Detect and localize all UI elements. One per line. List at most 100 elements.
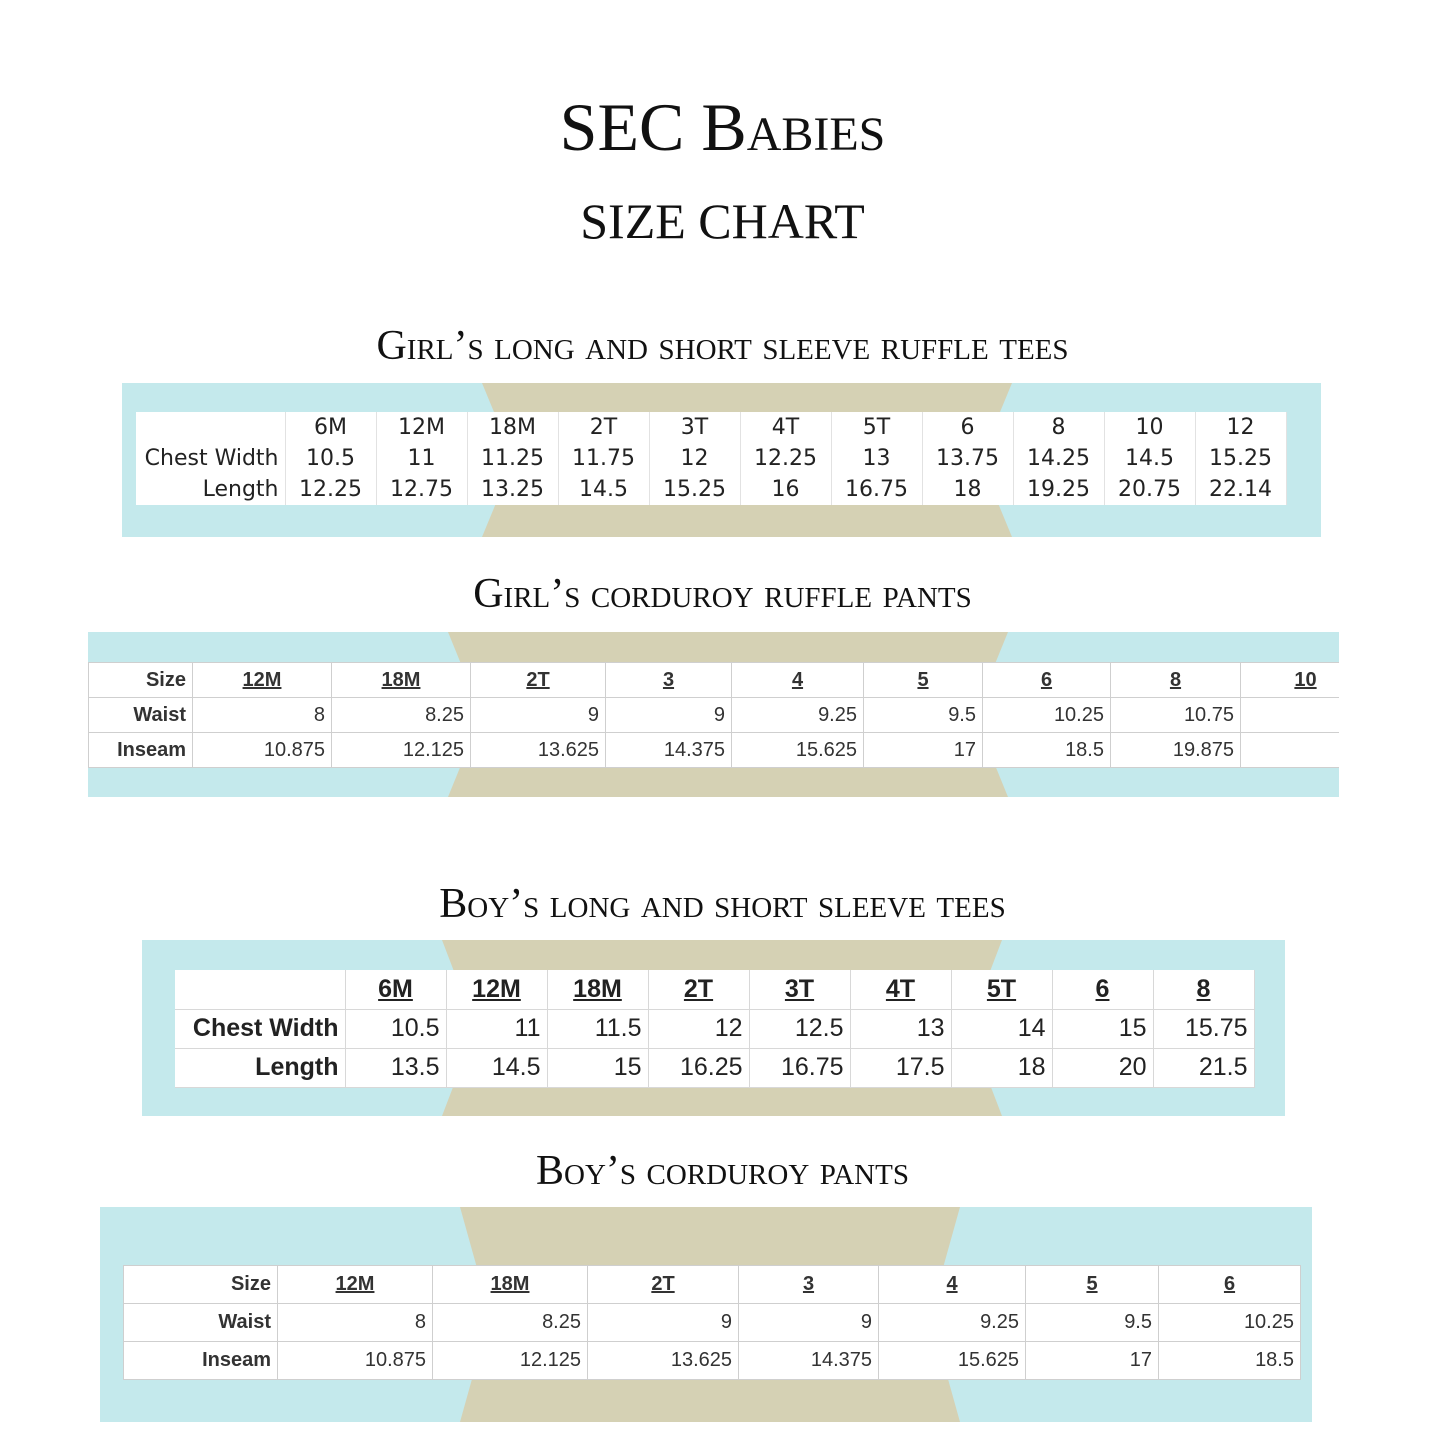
- measure-row: Chest Width 10.5 11 11.5 12 12.5 13 14 15 15.75: [175, 1009, 1255, 1049]
- table-background: 6M 12M 18M 2T 3T 4T 5T 6 8 10 12 Chest Width 10.5 11 1…: [122, 383, 1321, 537]
- size-header: 12M: [446, 970, 548, 1010]
- measure-cell: 12.25: [285, 474, 377, 505]
- size-header: 6: [1052, 970, 1154, 1010]
- size-header: 10: [1104, 412, 1196, 443]
- measure-cell: 12: [648, 1009, 750, 1049]
- size-header: 3T: [649, 412, 741, 443]
- measure-cell: 12: [649, 443, 741, 474]
- measure-cell: 14.5: [446, 1048, 548, 1088]
- measure-cell: 21.5: [1153, 1048, 1255, 1088]
- measure-cell: 17: [863, 732, 983, 768]
- size-table: 6M 12M 18M 2T 3T 4T 5T 6 8 Chest Width 10.5 11 11.5 1…: [175, 970, 1255, 1088]
- size-header: 3T: [749, 970, 851, 1010]
- measure-cell: 15.75: [1153, 1009, 1255, 1049]
- measure-cell: 15.625: [878, 1341, 1026, 1380]
- size-table: 6M 12M 18M 2T 3T 4T 5T 6 8 10 12 Chest Width 10.5 11 1…: [136, 412, 1287, 505]
- measure-cell: 18.5: [1158, 1341, 1301, 1380]
- measure-cell: 10.75: [1110, 697, 1241, 733]
- measure-cell: 12.75: [376, 474, 468, 505]
- measure-cell: 10.5: [345, 1009, 447, 1049]
- measure-cell: 11.5: [547, 1009, 649, 1049]
- measure-cell: 9.5: [1025, 1303, 1159, 1342]
- measure-cell: 9: [587, 1303, 739, 1342]
- measure-cell: 8.25: [331, 697, 471, 733]
- size-header: 6: [922, 412, 1014, 443]
- table-background: Size 12M 18M 2T 3 4 5 6 Waist 8 8.25 9 9 9.25 9.5 10.25…: [100, 1207, 1312, 1422]
- corner-cell: [136, 412, 286, 443]
- table-background: Size 12M 18M 2T 3 4 5 6 8 10 Waist 8 8.25 9 9 9.25 9.5 10…: [88, 632, 1339, 797]
- measure-cell: 15.25: [649, 474, 741, 505]
- size-header: 8: [1110, 662, 1241, 698]
- measure-cell: 14.5: [558, 474, 650, 505]
- measure-cell: 12.125: [331, 732, 471, 768]
- measure-row: Inseam 10.875 12.125 13.625 14.375 15.625 17 18…: [123, 1341, 1301, 1380]
- measure-cell: 9.5: [863, 697, 983, 733]
- size-table: Size 12M 18M 2T 3 4 5 6 Waist 8 8.25 9 9 9.25 9.5 10.25…: [123, 1265, 1301, 1380]
- measure-cell: 10.875: [192, 732, 332, 768]
- measure-cell: 12.125: [432, 1341, 588, 1380]
- measure-cell: 14.25: [1013, 443, 1105, 474]
- measure-cell: 16.25: [648, 1048, 750, 1088]
- row-label: Waist: [123, 1303, 278, 1342]
- header-row: Size 12M 18M 2T 3 4 5 6 8 10: [88, 662, 1339, 698]
- size-header: 6M: [345, 970, 447, 1010]
- measure-cell: 15: [1052, 1009, 1154, 1049]
- size-header: 12M: [277, 1265, 433, 1304]
- measure-cell: 20.75: [1104, 474, 1196, 505]
- measure-cell: 16: [740, 474, 832, 505]
- measure-cell: 13.625: [470, 732, 606, 768]
- measure-cell: 15.25: [1195, 443, 1287, 474]
- measure-cell: 8: [192, 697, 332, 733]
- measure-cell: 13.625: [587, 1341, 739, 1380]
- size-header: 2T: [558, 412, 650, 443]
- size-header: 12M: [376, 412, 468, 443]
- measure-cell: 1: [1240, 697, 1339, 733]
- size-header: 12M: [192, 662, 332, 698]
- table-background: 6M 12M 18M 2T 3T 4T 5T 6 8 Chest Width 10.5 11 11.5 1…: [142, 940, 1285, 1116]
- measure-cell: 11.25: [467, 443, 559, 474]
- measure-cell: 13: [831, 443, 923, 474]
- measure-cell: 12.25: [740, 443, 832, 474]
- size-header: 18M: [432, 1265, 588, 1304]
- size-header: 18M: [547, 970, 649, 1010]
- size-header: 4T: [850, 970, 952, 1010]
- measure-cell: 13.25: [467, 474, 559, 505]
- measure-cell: 14.5: [1104, 443, 1196, 474]
- measure-cell: 14.375: [738, 1341, 879, 1380]
- size-header: 6: [1158, 1265, 1301, 1304]
- page-subtitle: SIZE CHART: [580, 193, 865, 249]
- measure-cell: 15.625: [731, 732, 864, 768]
- measure-row: Chest Width 10.5 11 11.25 11.75 12 12.25 13 13.7…: [136, 443, 1287, 474]
- measure-cell: 9.25: [878, 1303, 1026, 1342]
- size-header: 3: [605, 662, 732, 698]
- size-header: 5T: [831, 412, 923, 443]
- corner-cell: Size: [88, 662, 193, 698]
- measure-cell: 13.5: [345, 1048, 447, 1088]
- measure-cell: 10.25: [982, 697, 1111, 733]
- measure-cell: 20: [1052, 1048, 1154, 1088]
- section-heading: Boy’s long and short sleeve tees: [439, 881, 1006, 927]
- size-table: Size 12M 18M 2T 3 4 5 6 8 10 Waist 8 8.25 9 9 9.25 9.5 10…: [88, 662, 1339, 768]
- measure-cell: 17.5: [850, 1048, 952, 1088]
- measure-cell: 9.25: [731, 697, 864, 733]
- row-label: Waist: [88, 697, 193, 733]
- measure-cell: 8.25: [432, 1303, 588, 1342]
- size-header: 5: [863, 662, 983, 698]
- row-label: Chest Width: [136, 443, 286, 474]
- size-header: 2T: [470, 662, 606, 698]
- measure-cell: 10.25: [1158, 1303, 1301, 1342]
- measure-cell: 11: [446, 1009, 548, 1049]
- measure-cell: 13.75: [922, 443, 1014, 474]
- measure-cell: 15: [547, 1048, 649, 1088]
- section-heading: Girl’s corduroy ruffle pants: [473, 571, 972, 617]
- row-label: Inseam: [88, 732, 193, 768]
- size-header: 4: [731, 662, 864, 698]
- measure-cell: 8: [277, 1303, 433, 1342]
- measure-row: Inseam 10.875 12.125 13.625 14.375 15.625 17 18…: [88, 732, 1339, 768]
- corner-cell: Size: [123, 1265, 278, 1304]
- size-header: 5: [1025, 1265, 1159, 1304]
- row-label: Chest Width: [175, 1009, 346, 1049]
- measure-cell: 19.875: [1110, 732, 1241, 768]
- size-header: 3: [738, 1265, 879, 1304]
- size-header: 4T: [740, 412, 832, 443]
